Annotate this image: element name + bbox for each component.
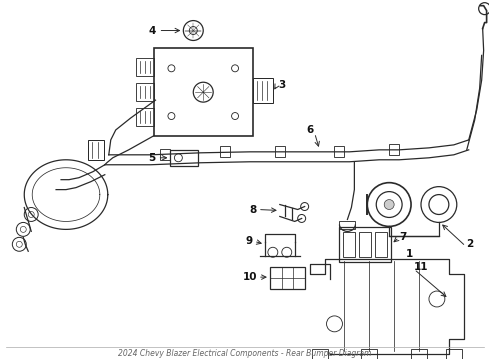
- Bar: [389, 144, 399, 155]
- Bar: [335, 146, 344, 157]
- Text: 7: 7: [399, 232, 407, 242]
- Bar: [340, 228, 391, 262]
- Bar: [136, 83, 153, 101]
- Bar: [343, 232, 355, 257]
- Bar: [136, 58, 153, 76]
- Text: 3: 3: [278, 80, 285, 90]
- Bar: [270, 267, 305, 289]
- Text: 6: 6: [306, 125, 313, 135]
- Text: 4: 4: [148, 26, 155, 36]
- Bar: [446, 349, 462, 359]
- Bar: [340, 221, 355, 229]
- Bar: [161, 149, 171, 160]
- Text: 8: 8: [250, 204, 257, 215]
- Bar: [220, 146, 230, 157]
- Bar: [136, 108, 153, 126]
- Text: 10: 10: [243, 272, 257, 282]
- Circle shape: [384, 199, 394, 210]
- Text: 1: 1: [405, 249, 413, 259]
- Bar: [275, 146, 285, 157]
- Bar: [361, 349, 377, 359]
- Bar: [411, 349, 427, 359]
- Bar: [312, 349, 327, 359]
- Text: 5: 5: [148, 153, 155, 163]
- Bar: [88, 140, 104, 160]
- Bar: [171, 150, 198, 166]
- Text: 9: 9: [246, 236, 253, 246]
- Bar: [375, 232, 387, 257]
- Text: 2024 Chevy Blazer Electrical Components - Rear Bumper Diagram: 2024 Chevy Blazer Electrical Components …: [118, 349, 372, 358]
- Bar: [359, 232, 371, 257]
- Text: 11: 11: [414, 262, 429, 272]
- Bar: [253, 78, 273, 103]
- Text: 2: 2: [466, 239, 473, 249]
- Bar: [153, 49, 253, 136]
